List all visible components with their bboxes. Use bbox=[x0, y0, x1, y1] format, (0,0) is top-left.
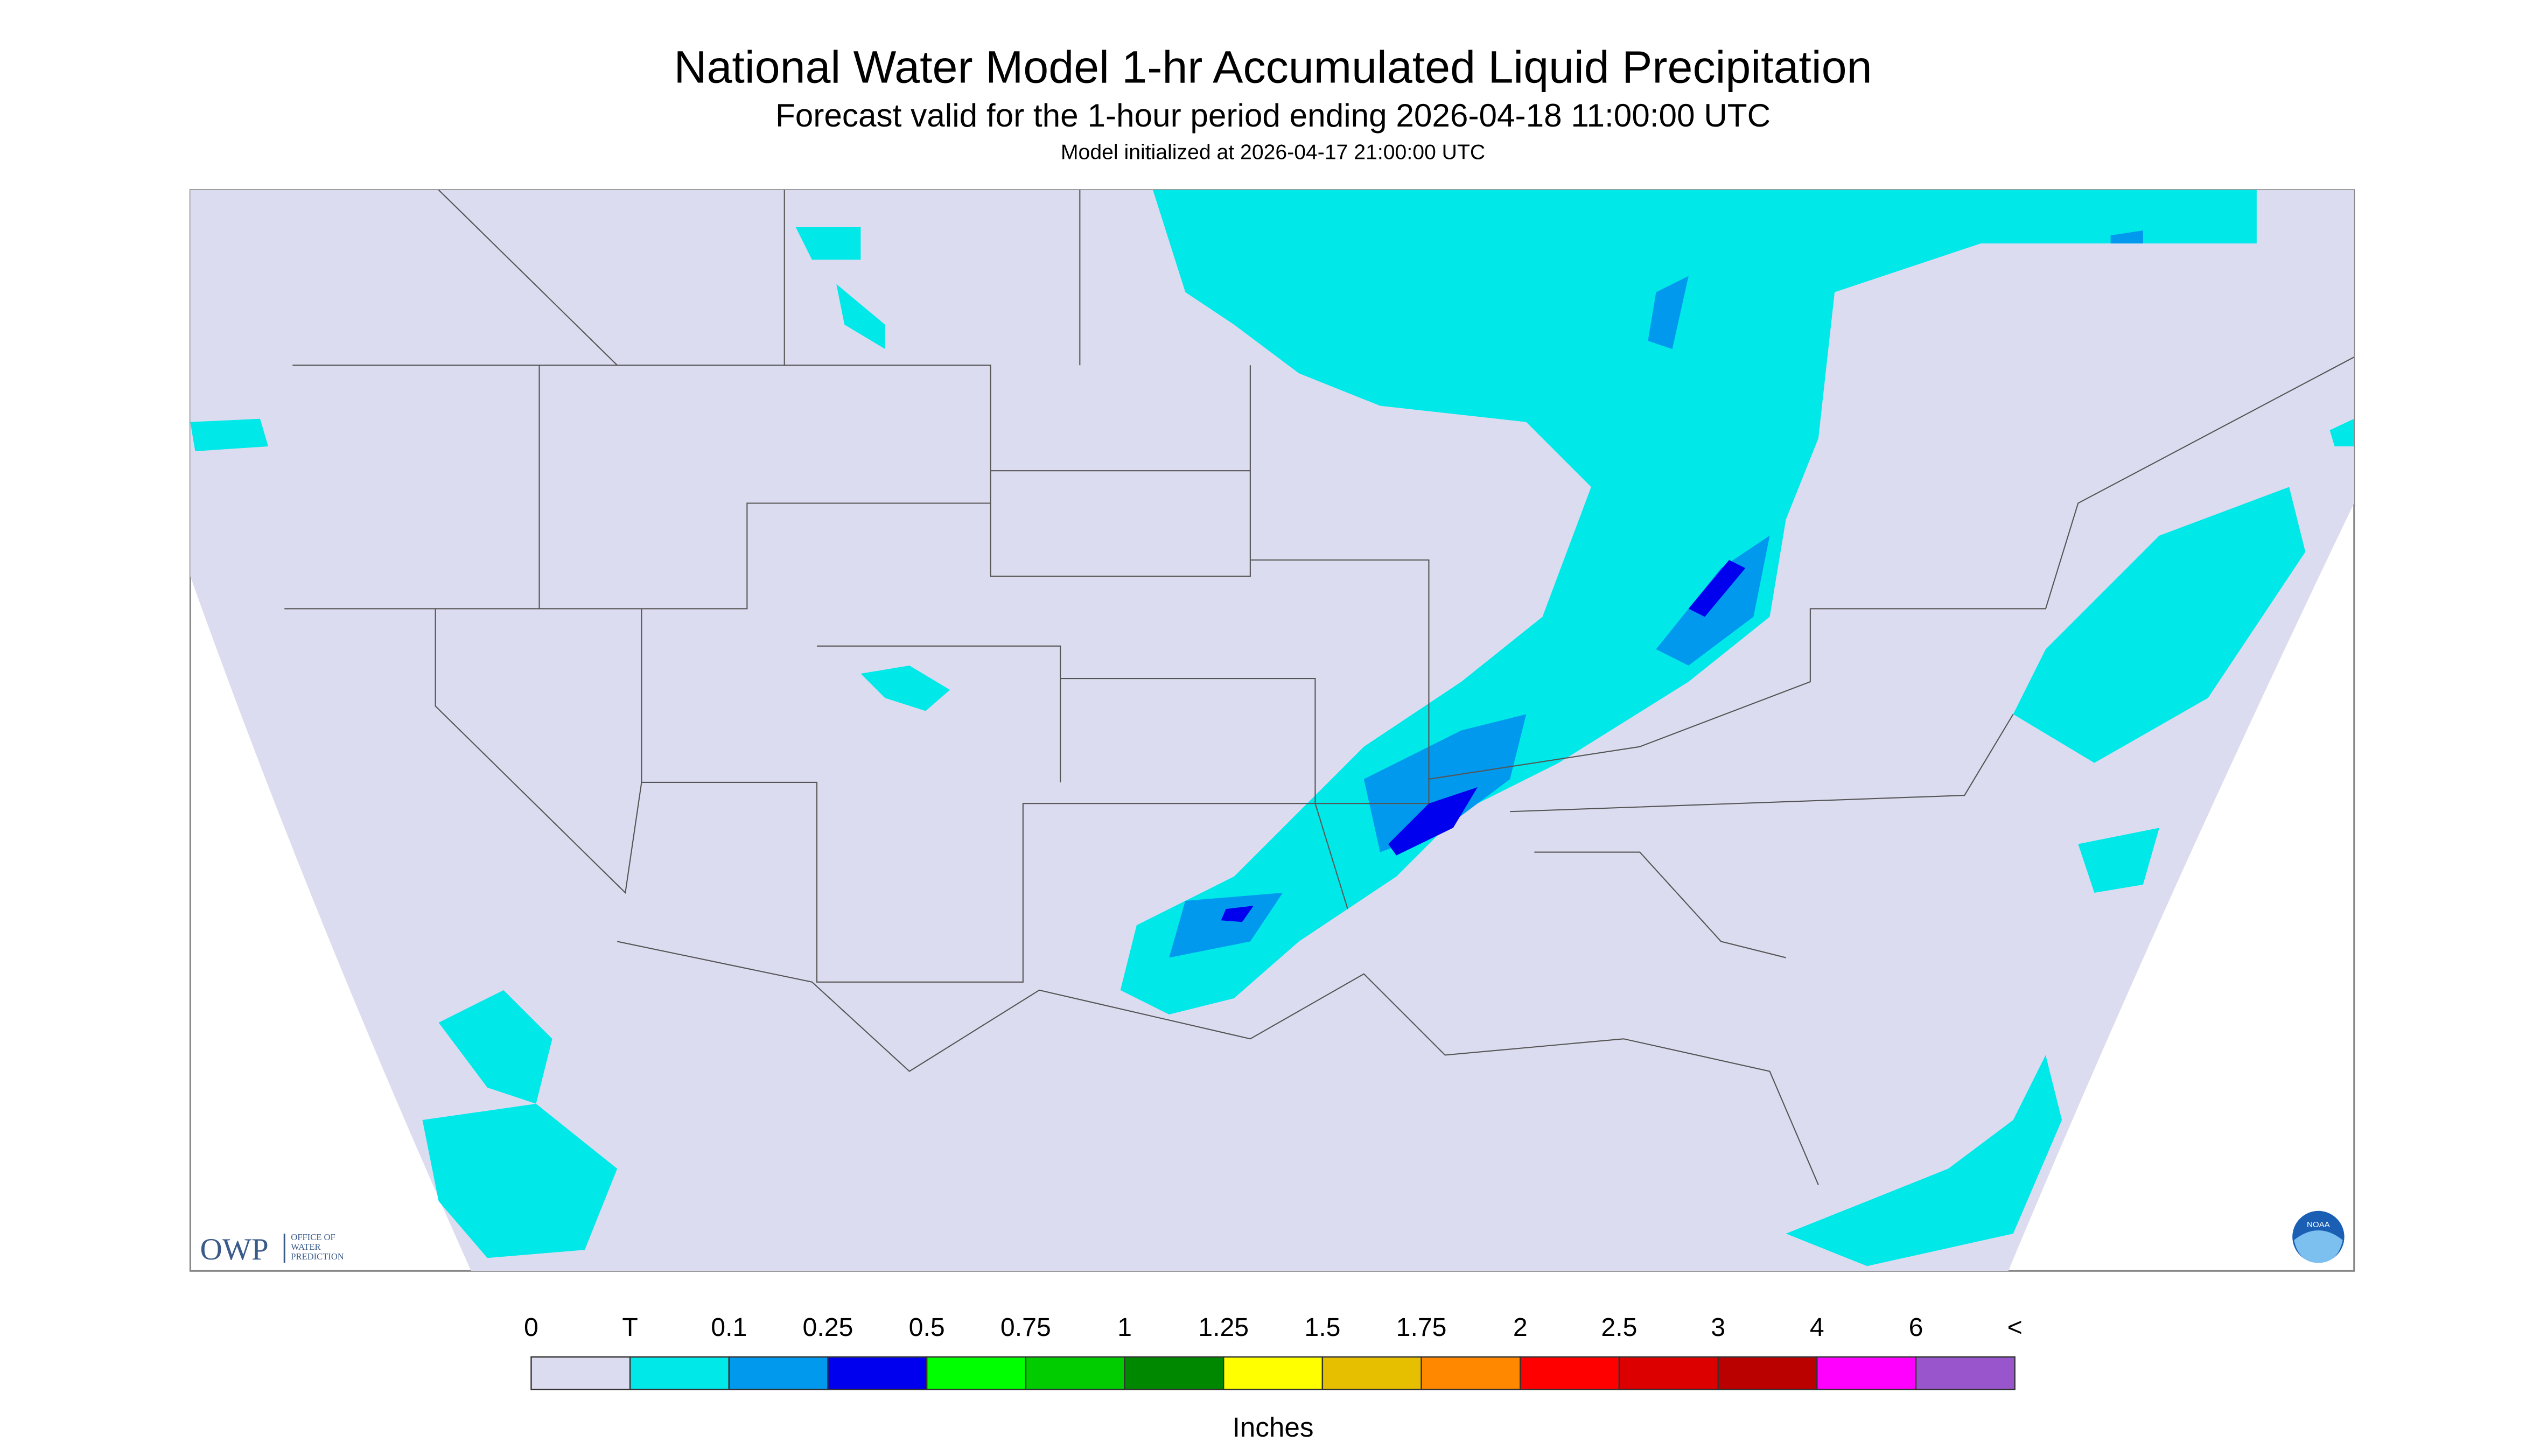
legend-label: 1 bbox=[1117, 1313, 1132, 1342]
legend-swatch bbox=[1223, 1356, 1324, 1390]
legend-swatch bbox=[1618, 1356, 1719, 1390]
legend-label: 0.25 bbox=[803, 1313, 853, 1342]
legend-swatch bbox=[1915, 1356, 2016, 1390]
legend-unit: Inches bbox=[1233, 1412, 1314, 1443]
legend-label: 0.5 bbox=[909, 1313, 945, 1342]
legend-label: 0.75 bbox=[1000, 1313, 1051, 1342]
boundaries bbox=[284, 189, 2355, 1185]
legend-label: 1.75 bbox=[1396, 1313, 1447, 1342]
owp-name: WATER bbox=[291, 1242, 321, 1252]
legend-label: 1.5 bbox=[1304, 1313, 1340, 1342]
legend-swatch bbox=[1025, 1356, 1125, 1390]
legend-swatch bbox=[1520, 1356, 1620, 1390]
owp-logo: OWP OFFICE OF WATER PREDICTION bbox=[200, 1232, 344, 1266]
legend-swatch bbox=[827, 1356, 928, 1390]
owp-mark: OWP bbox=[200, 1233, 268, 1266]
legend-label: 0 bbox=[524, 1313, 538, 1342]
subtitle: Forecast valid for the 1-hour period end… bbox=[775, 97, 1771, 134]
legend-swatch bbox=[1421, 1356, 1521, 1390]
legend-label: 6 bbox=[1909, 1313, 1923, 1342]
legend-label: 2 bbox=[1513, 1313, 1528, 1342]
legend-label: 3 bbox=[1711, 1313, 1725, 1342]
legend-label: 1.25 bbox=[1198, 1313, 1249, 1342]
noaa-logo: NOAA bbox=[2292, 1210, 2345, 1263]
legend-swatch bbox=[1816, 1356, 1917, 1390]
legend-swatch bbox=[629, 1356, 730, 1390]
legend-swatch bbox=[530, 1356, 631, 1390]
legend-label: < bbox=[2007, 1313, 2023, 1342]
legend-swatch bbox=[1321, 1356, 1422, 1390]
init-time: Model initialized at 2026-04-17 21:00:00… bbox=[1061, 141, 1485, 164]
legend-swatch bbox=[1717, 1356, 1818, 1390]
legend-label: T bbox=[622, 1313, 638, 1342]
owp-name: PREDICTION bbox=[291, 1251, 344, 1262]
owp-name: OFFICE OF bbox=[291, 1232, 335, 1242]
legend: 0 T 0.1 0.25 0.5 0.75 1 1.25 1.5 1.75 2 2.5 3 4 6 < bbox=[524, 1313, 2023, 1390]
model-domain bbox=[190, 190, 2354, 1271]
legend-swatch bbox=[728, 1356, 829, 1390]
legend-swatch bbox=[926, 1356, 1027, 1390]
noaa-wave bbox=[2294, 1230, 2343, 1263]
legend-label: 4 bbox=[1810, 1313, 1824, 1342]
noaa-text: NOAA bbox=[2307, 1220, 2331, 1229]
map bbox=[189, 189, 2355, 1272]
legend-label: 0.1 bbox=[711, 1313, 747, 1342]
legend-label: 2.5 bbox=[1601, 1313, 1637, 1342]
precip-heavy bbox=[1221, 560, 1746, 922]
title: National Water Model 1-hr Accumulated Li… bbox=[674, 42, 1872, 93]
legend-swatch bbox=[1124, 1356, 1224, 1390]
